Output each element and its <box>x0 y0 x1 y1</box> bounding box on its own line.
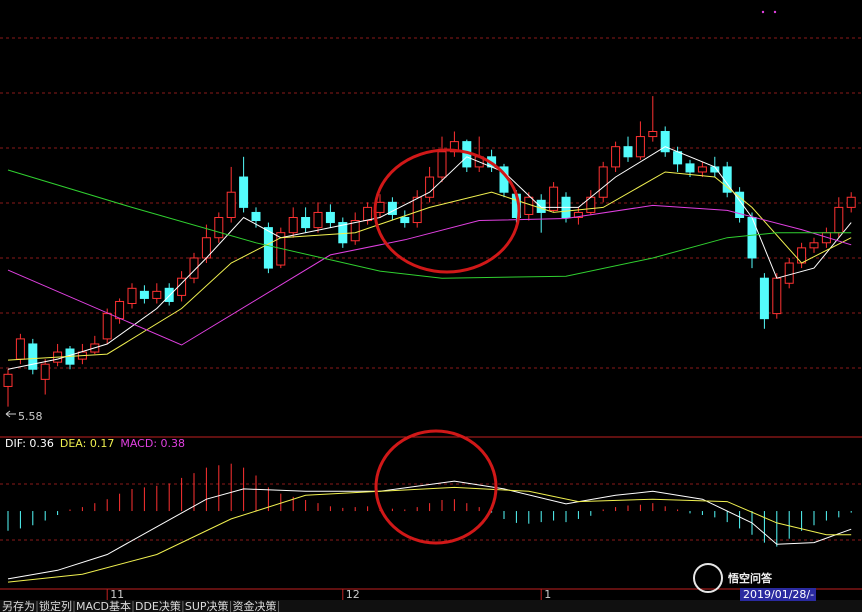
candle-body <box>697 166 707 173</box>
candle-body <box>772 277 782 315</box>
candle-body <box>164 287 174 302</box>
highlight-circle <box>374 429 498 545</box>
candle-body <box>15 338 25 360</box>
candle-body <box>102 313 112 340</box>
tab[interactable]: MACD基本 <box>76 599 131 612</box>
price-panel <box>3 96 856 407</box>
candle-body <box>214 217 224 239</box>
legend-entry: MACD: 0.38 <box>120 437 185 450</box>
average-line <box>7 171 852 361</box>
candle-body <box>387 201 397 215</box>
candle-body <box>660 131 670 153</box>
candle-body <box>623 146 633 158</box>
date-text: 2019/01/28/- <box>743 588 814 601</box>
candle-body <box>412 196 422 224</box>
candle-body <box>598 166 608 198</box>
candle-body <box>685 163 695 173</box>
candle-body <box>536 199 546 213</box>
candle-body <box>263 227 273 269</box>
tab[interactable]: 另存为 <box>2 599 35 612</box>
legend-entry: DIF: 0.36 <box>5 437 54 450</box>
candle-body <box>115 300 125 320</box>
candle-body <box>673 151 683 165</box>
watermark: 悟空问答 <box>728 571 773 585</box>
watermark-logo <box>693 563 723 593</box>
candle-body <box>28 343 38 370</box>
candle-body <box>722 166 732 193</box>
candle-body <box>846 196 856 208</box>
candle-body <box>251 211 261 222</box>
candle-body <box>809 242 819 249</box>
candle-body <box>40 363 50 380</box>
tab-bar <box>0 600 862 612</box>
candle-body <box>313 211 323 229</box>
candle-body <box>226 191 236 219</box>
candle-body <box>437 151 447 178</box>
low-label: 5.58 <box>18 410 43 423</box>
candle-body <box>152 290 162 299</box>
average-line <box>7 480 852 580</box>
candle-body <box>524 196 534 215</box>
average-line <box>7 486 852 583</box>
tab[interactable]: 资金决策 <box>233 599 277 612</box>
date-box <box>740 588 816 601</box>
candle-body <box>127 287 137 304</box>
tab[interactable]: SUP决策 <box>185 599 229 612</box>
macd-panel: DIF: 0.36 DEA: 0.17 MACD: 0.38 <box>5 437 852 583</box>
candle-body <box>139 290 149 299</box>
candle-body <box>3 373 13 387</box>
candle-body <box>573 211 583 219</box>
candle-body <box>400 217 410 224</box>
highlight-circle <box>373 148 521 274</box>
candle-body <box>797 247 807 264</box>
candle-body <box>301 217 311 229</box>
candle-body <box>363 206 373 222</box>
arrow-head <box>5 410 11 418</box>
candle-body <box>325 211 335 224</box>
tab[interactable]: DDE决策 <box>135 599 181 612</box>
legend-entry: DEA: 0.17 <box>60 437 114 450</box>
candle-body <box>759 277 769 320</box>
candle-body <box>648 131 658 138</box>
candle-body <box>239 176 249 208</box>
dot <box>773 10 777 14</box>
candle-body <box>338 222 348 244</box>
average-line <box>7 204 852 346</box>
candle-body <box>350 220 360 242</box>
candle-body <box>189 257 199 279</box>
x-tick-label: 1 <box>544 588 551 601</box>
tabs: 另存为 锁定列 MACD基本 DDE决策 SUP决策 资金决策 <box>2 599 280 612</box>
candle-body <box>635 136 645 158</box>
x-tick-label: 11 <box>110 588 124 601</box>
candle-body <box>784 262 794 284</box>
x-tick-label: 12 <box>346 588 360 601</box>
average-line <box>7 146 852 370</box>
tab[interactable]: 锁定列 <box>39 599 72 612</box>
candle-body <box>611 146 621 168</box>
candle-body <box>288 217 298 234</box>
candle-body <box>425 176 435 198</box>
average-line <box>7 169 852 279</box>
candle-body <box>549 186 559 211</box>
candle-body <box>735 191 745 219</box>
dot <box>761 10 765 14</box>
candle-body <box>834 206 844 234</box>
candle-body <box>375 201 385 213</box>
